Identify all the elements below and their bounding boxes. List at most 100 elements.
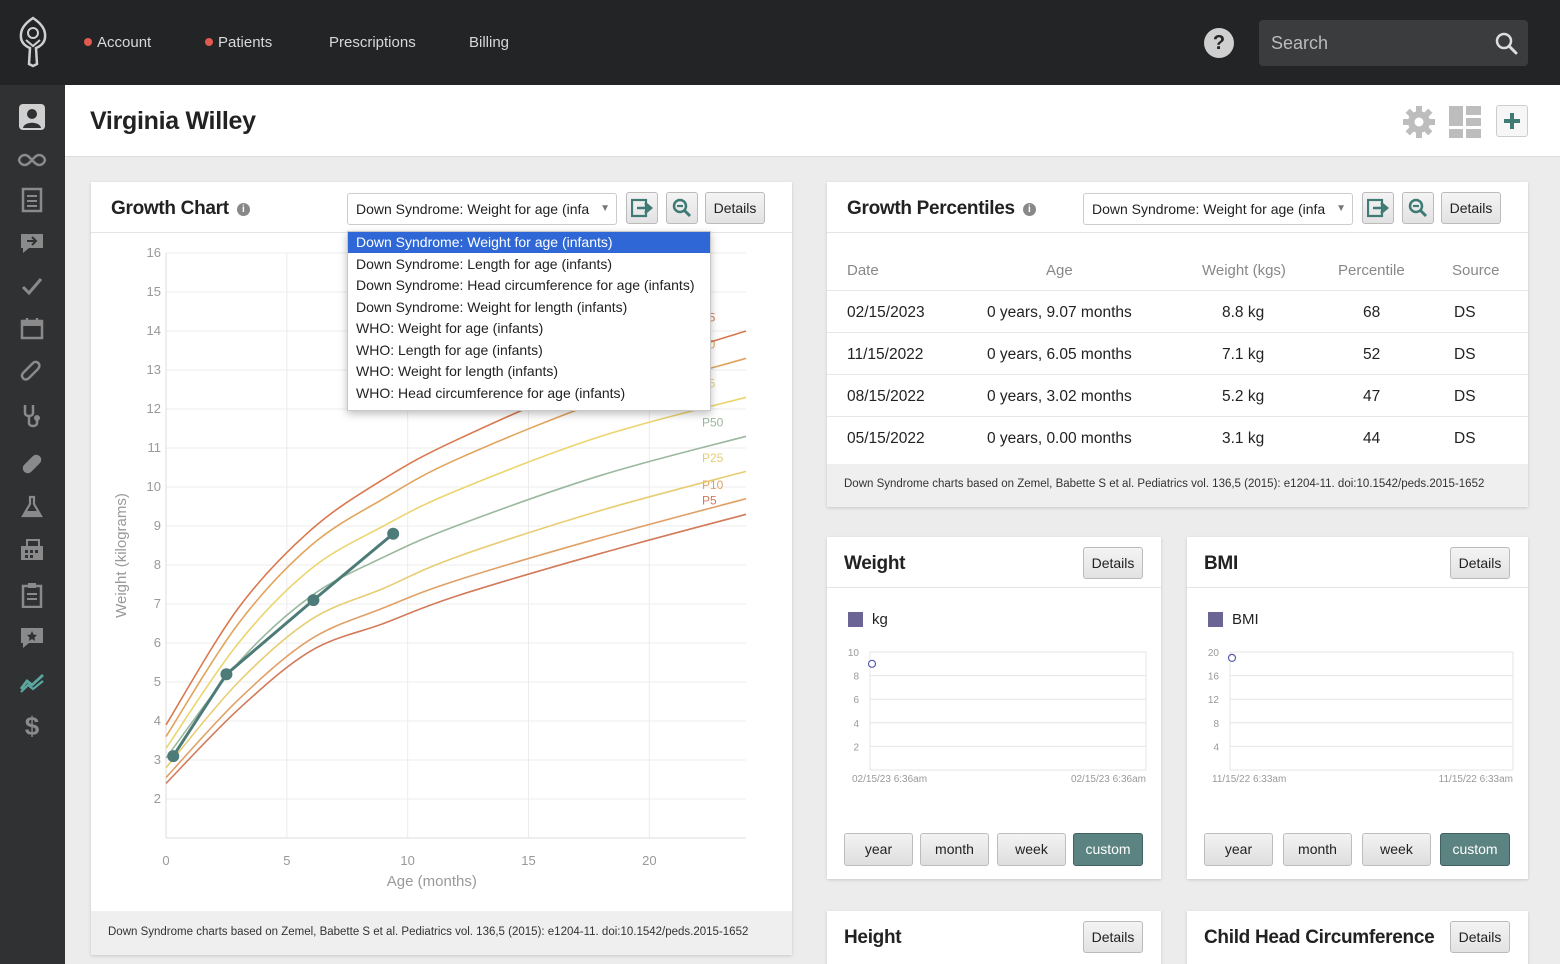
column-header[interactable]: Source bbox=[1452, 262, 1500, 279]
dollar-icon[interactable]: $ bbox=[17, 711, 47, 741]
export-icon bbox=[631, 198, 653, 218]
paperclip-icon[interactable] bbox=[17, 357, 47, 387]
x-tick-label: 20 bbox=[642, 853, 656, 868]
weight-card: Weight Details kg 10 8 6 4 2 02/15/23 6:36am 0… bbox=[827, 537, 1161, 879]
range-week-button[interactable]: week bbox=[997, 833, 1066, 866]
info-icon[interactable]: i bbox=[1022, 203, 1036, 216]
chart-line-icon[interactable] bbox=[17, 668, 47, 698]
column-header[interactable]: Percentile bbox=[1338, 262, 1405, 279]
table-cell: 08/15/2022 bbox=[847, 388, 925, 405]
row-separator bbox=[827, 374, 1528, 375]
search-icon[interactable] bbox=[1494, 31, 1518, 55]
range-month-button[interactable]: month bbox=[1283, 833, 1352, 866]
zoom-out-button[interactable] bbox=[666, 192, 698, 224]
details-button[interactable]: Details bbox=[1441, 192, 1501, 224]
pill-icon[interactable] bbox=[17, 449, 47, 479]
logo-icon[interactable] bbox=[14, 16, 52, 68]
details-button[interactable]: Details bbox=[1083, 547, 1143, 579]
info-icon[interactable]: i bbox=[236, 203, 250, 216]
nav-billing[interactable]: Billing bbox=[469, 33, 509, 53]
y-tick-label: 2 bbox=[154, 791, 161, 806]
weight-title: Weight bbox=[844, 553, 906, 574]
export-button[interactable] bbox=[1362, 192, 1394, 224]
infinity-icon[interactable] bbox=[17, 145, 47, 175]
data-point bbox=[1227, 653, 1237, 662]
dropdown-option[interactable]: WHO: Weight for length (infants) bbox=[356, 363, 559, 379]
table-cell: 44 bbox=[1363, 430, 1381, 447]
y-tick-label: 6 bbox=[154, 635, 161, 650]
message-arrow-icon[interactable] bbox=[17, 228, 47, 258]
y-tick-label: 16 bbox=[1208, 672, 1220, 683]
details-button[interactable]: Details bbox=[705, 192, 765, 224]
percentile-curve-p25 bbox=[165, 470, 747, 769]
range-custom-button[interactable]: custom bbox=[1440, 833, 1510, 866]
search-input[interactable] bbox=[1259, 20, 1484, 66]
range-week-button[interactable]: week bbox=[1362, 833, 1431, 866]
svg-text:$: $ bbox=[25, 712, 40, 740]
percentile-curve-p5 bbox=[165, 513, 747, 784]
table-cell: 8.8 kg bbox=[1222, 304, 1265, 321]
dropdown-option[interactable]: WHO: Head circumference for age (infants… bbox=[356, 385, 626, 401]
column-header[interactable]: Age bbox=[1046, 262, 1073, 279]
table-cell: 0 years, 9.07 months bbox=[987, 304, 1132, 321]
table-cell: DS bbox=[1454, 388, 1476, 405]
details-button[interactable]: Details bbox=[1450, 921, 1510, 953]
y-tick-label: 5 bbox=[154, 674, 161, 689]
growth-percentiles-card: Growth Percentiles i Down Syndrome: Weigh… bbox=[827, 182, 1528, 507]
layout-grid-icon[interactable] bbox=[1448, 105, 1482, 139]
zoom-out-icon bbox=[672, 198, 692, 218]
legend-swatch bbox=[848, 612, 863, 627]
percentile-label: P50 bbox=[702, 416, 724, 430]
y-tick-label: 8 bbox=[853, 672, 859, 683]
y-tick-label: 8 bbox=[1213, 719, 1219, 730]
column-header[interactable]: Date bbox=[847, 262, 879, 279]
percentile-chart-value: Down Syndrome: Weight for age (infa bbox=[1092, 201, 1326, 217]
flask-icon[interactable] bbox=[17, 492, 47, 522]
head-circumference-title: Child Head Circumference bbox=[1204, 927, 1435, 948]
dropdown-option[interactable]: WHO: Weight for age (infants) bbox=[356, 320, 544, 336]
dropdown-option[interactable]: Down Syndrome: Head circumference for ag… bbox=[356, 277, 695, 293]
calendar-icon[interactable] bbox=[17, 313, 47, 343]
chevron-down-icon: ▼ bbox=[1336, 203, 1346, 214]
table-cell: 47 bbox=[1363, 388, 1381, 405]
nav-patients[interactable]: Patients bbox=[205, 33, 272, 53]
nav-account[interactable]: Account bbox=[84, 33, 151, 53]
column-header[interactable]: Weight (kgs) bbox=[1202, 262, 1286, 279]
add-widget-button[interactable] bbox=[1496, 105, 1528, 137]
checkmark-icon[interactable] bbox=[17, 271, 47, 301]
nav-prescriptions[interactable]: Prescriptions bbox=[329, 33, 416, 53]
star-message-icon[interactable] bbox=[17, 623, 47, 653]
table-cell: DS bbox=[1454, 430, 1476, 447]
help-icon[interactable]: ? bbox=[1204, 28, 1234, 58]
range-month-button[interactable]: month bbox=[920, 833, 989, 866]
nav-account-label: Account bbox=[97, 34, 152, 51]
stethoscope-icon[interactable] bbox=[17, 401, 47, 431]
zoom-out-button[interactable] bbox=[1402, 192, 1434, 224]
dropdown-option[interactable]: Down Syndrome: Weight for age (infants) bbox=[348, 232, 710, 253]
document-icon[interactable] bbox=[17, 185, 47, 215]
head-circumference-card: Child Head Circumference Details bbox=[1187, 911, 1528, 964]
chart-type-select[interactable]: Down Syndrome: Weight for age (infa ▼ bbox=[347, 193, 617, 225]
dropdown-option[interactable]: Down Syndrome: Length for age (infants) bbox=[356, 256, 613, 272]
details-button[interactable]: Details bbox=[1083, 921, 1143, 953]
legend-swatch bbox=[1208, 612, 1223, 627]
details-button[interactable]: Details bbox=[1450, 547, 1510, 579]
range-year-button[interactable]: year bbox=[844, 833, 913, 866]
dropdown-option[interactable]: WHO: Length for age (infants) bbox=[356, 342, 543, 358]
percentile-chart-select[interactable]: Down Syndrome: Weight for age (infa ▼ bbox=[1083, 193, 1353, 225]
height-title: Height bbox=[844, 927, 902, 948]
dropdown-option[interactable]: Down Syndrome: Weight for length (infant… bbox=[356, 299, 628, 315]
user-icon[interactable] bbox=[17, 102, 47, 132]
fax-icon[interactable] bbox=[17, 535, 47, 565]
range-custom-button[interactable]: custom bbox=[1073, 833, 1143, 866]
divider bbox=[1187, 587, 1528, 588]
gear-icon[interactable] bbox=[1402, 105, 1436, 139]
range-year-button[interactable]: year bbox=[1204, 833, 1273, 866]
legend-label: kg bbox=[872, 611, 888, 628]
table-cell: 7.1 kg bbox=[1222, 346, 1265, 363]
divider bbox=[827, 587, 1161, 588]
row-separator bbox=[827, 416, 1528, 417]
clipboard-icon[interactable] bbox=[17, 580, 47, 610]
export-button[interactable] bbox=[626, 192, 658, 224]
nav-prescriptions-label: Prescriptions bbox=[329, 34, 416, 51]
